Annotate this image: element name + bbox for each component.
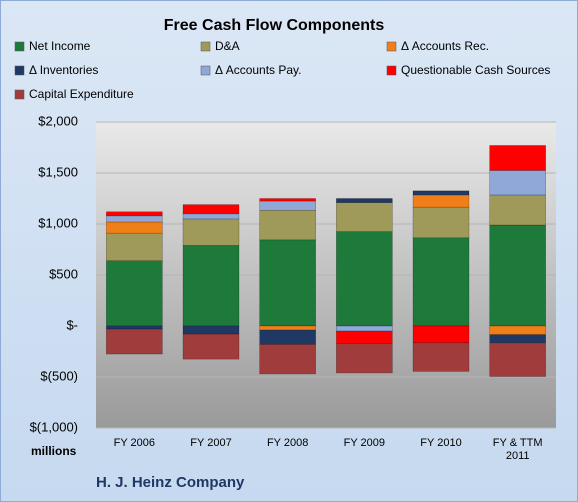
- bar-segment: [259, 209, 316, 241]
- legend-label: Net Income: [29, 39, 91, 53]
- bar-segment: [259, 344, 316, 375]
- bar-segment: [182, 325, 240, 335]
- unit-label: millions: [31, 444, 77, 458]
- bar-segment: [106, 325, 163, 330]
- bar-segment: [182, 245, 240, 327]
- footer: H. J. Heinz Company: [96, 474, 245, 491]
- bar-segment: [106, 221, 163, 234]
- bar-segment: [259, 325, 316, 331]
- bar-segment: [182, 333, 240, 360]
- bar-segment: [412, 190, 470, 196]
- bar-segment: [336, 325, 393, 332]
- legend-swatch: [200, 41, 211, 52]
- bar-segment: [259, 239, 316, 327]
- bar-segment: [489, 194, 546, 226]
- chart-title: Free Cash Flow Components: [164, 17, 385, 34]
- y-tick-label: $(1,000): [30, 419, 78, 434]
- bar-segment: [489, 342, 546, 377]
- bar-segment: [336, 231, 393, 327]
- y-tick-label: $-: [66, 317, 78, 332]
- bar-segment: [412, 206, 470, 239]
- bar-segment: [259, 329, 316, 345]
- bar-segment: [336, 343, 393, 374]
- y-tick-label: $1,000: [38, 215, 78, 230]
- bar-segment: [182, 213, 240, 220]
- bar-segment: [106, 211, 163, 217]
- bar-segment: [489, 325, 546, 335]
- bar-segment: [106, 232, 163, 262]
- bar-segment: [106, 328, 163, 355]
- legend-swatch: [386, 65, 397, 76]
- legend-label: Δ Inventories: [29, 63, 98, 77]
- legend-label: Δ Accounts Rec.: [401, 39, 489, 53]
- bar-segment: [336, 198, 393, 203]
- bar-segment: [106, 215, 163, 223]
- bar-segment: [489, 145, 546, 171]
- legend-swatch: [14, 89, 25, 100]
- bar-segment: [259, 198, 316, 202]
- legend-label: Questionable Cash Sources: [401, 63, 550, 77]
- bar-segment: [489, 334, 546, 344]
- x-tick-label: FY 2009: [343, 437, 386, 449]
- bar-segment: [412, 325, 470, 344]
- y-tick-label: $2,000: [38, 113, 78, 128]
- bar-segment: [336, 330, 393, 344]
- bar-segment: [412, 342, 470, 372]
- bar-segment: [106, 260, 163, 327]
- legend-label: D&A: [215, 39, 240, 53]
- x-tick-label: FY 2006: [113, 437, 156, 449]
- x-tick-label: FY 2007: [190, 437, 232, 449]
- bar-segment: [412, 237, 470, 327]
- legend-swatch: [14, 65, 25, 76]
- y-tick-label: $1,500: [38, 164, 78, 179]
- legend-label: Δ Accounts Pay.: [215, 63, 302, 77]
- legend-swatch: [200, 65, 211, 76]
- legend-label: Capital Expenditure: [29, 87, 134, 101]
- legend-swatch: [14, 41, 25, 52]
- y-tick-label: $(500): [40, 368, 78, 383]
- legend-swatch: [386, 41, 397, 52]
- bar-segment: [336, 202, 393, 232]
- x-tick-label: FY 2010: [420, 437, 462, 449]
- bar-segment: [182, 218, 240, 246]
- bar-segment: [259, 200, 316, 211]
- bar-segment: [489, 224, 546, 327]
- bar-segment: [412, 194, 470, 208]
- bar-segment: [182, 204, 240, 215]
- y-tick-label: $500: [49, 266, 78, 281]
- x-tick-label: FY 2008: [266, 437, 309, 449]
- x-tick-label: FY & TTM 2011: [492, 437, 543, 462]
- bar-segment: [489, 170, 546, 196]
